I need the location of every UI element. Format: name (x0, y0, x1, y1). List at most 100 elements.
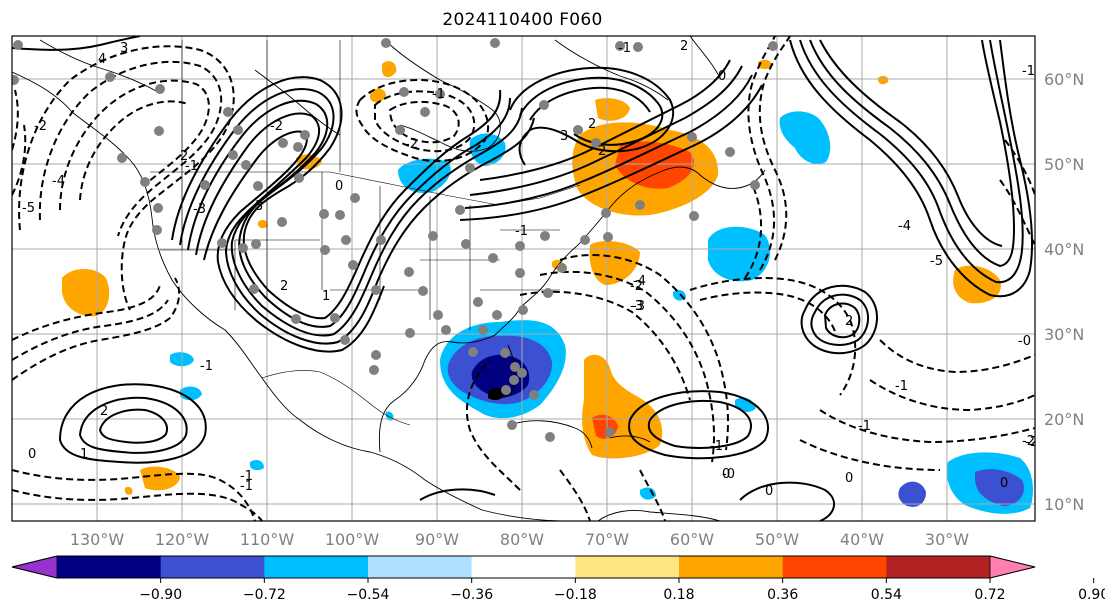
colorbar-tick-label: −0.54 (347, 587, 390, 603)
colorbar-frame (11, 555, 1036, 579)
contour-label: 2 (588, 117, 596, 132)
positive-contours (12, 36, 1033, 521)
contour-label: 1 (80, 447, 88, 462)
station-dots (12, 38, 778, 442)
lat-label: 50°N (1044, 155, 1084, 174)
lon-label: 130°W (70, 530, 125, 549)
lon-label: 30°W (925, 530, 969, 549)
lat-label: 10°N (1044, 495, 1084, 514)
colorbar-tick-label: 0.36 (767, 587, 798, 603)
contour-label: -0 (1018, 334, 1031, 349)
contour-label: 2 (680, 39, 688, 54)
map-frame (11, 35, 1036, 522)
colorbar-bin-neg-018-to-pos-018 (471, 556, 576, 578)
contour-label: -4 (898, 219, 911, 234)
coastlines (12, 36, 766, 521)
contour-label: 2 (180, 149, 188, 164)
colorbar-tick-label: 0.90 (1078, 587, 1105, 603)
contour-label: -1 (710, 439, 723, 454)
colorbar-tick-label: −0.18 (554, 587, 597, 603)
contour-label: 2 (845, 314, 853, 329)
contour-label: -1 (858, 419, 871, 434)
lon-label: 40°W (840, 530, 884, 549)
contour-label: -2 (405, 137, 418, 152)
page-title: 2024110400 F060 (442, 10, 603, 30)
lon-label: 90°W (415, 530, 459, 549)
contour-label: -5 (22, 201, 35, 216)
colorbar-bin-pos-018-to-pos-036 (575, 556, 680, 578)
contour-label: -3 (193, 202, 206, 217)
contour-label: -2 (34, 119, 47, 134)
political-borders (150, 40, 581, 426)
colorbar-bin-above-pos-090 (989, 555, 1036, 579)
lon-label: 100°W (325, 530, 380, 549)
contour-label: 0 (1000, 476, 1008, 491)
contour-label: 0 (722, 467, 730, 482)
contour-label: -1 (240, 469, 253, 484)
contour-label: 0 (28, 447, 36, 462)
latitude-labels: 10°N 20°N 30°N 40°N 50°N 60°N (1044, 70, 1084, 514)
lon-label: 70°W (585, 530, 629, 549)
lat-label: 60°N (1044, 70, 1084, 89)
colorbar-tick-label: −0.90 (139, 587, 182, 603)
contour-label: 2 (280, 279, 288, 294)
contour-label: 3 (560, 129, 568, 144)
contour-label: -1 (200, 359, 213, 374)
contour-label: 2 (100, 404, 108, 419)
contour-label: -0 (722, 467, 735, 482)
lon-label: 110°W (240, 530, 295, 549)
contour-label: -1 (515, 224, 528, 239)
contour-label: -2 (270, 119, 283, 134)
colorbar-tick-label: 0.72 (974, 587, 1005, 603)
contour-label: -4 (52, 174, 65, 189)
contour-label: -1 (895, 379, 908, 394)
negative-contours (12, 36, 1035, 521)
contour-label: -2 (1022, 434, 1035, 449)
colorbar-bin-pos-036-to-pos-054 (679, 556, 784, 578)
lat-label: 30°N (1044, 325, 1084, 344)
colorbar-tick-label: −0.36 (450, 587, 493, 603)
colorbar-bin-neg-072-to-neg-054 (160, 556, 265, 578)
lon-label: 60°W (670, 530, 714, 549)
contour-labels: 4 3 2 3 -2 2 0 -2 -1 2 2 -1 2 0 1 -1 -3 … (22, 39, 1038, 499)
contour-label: -4 (633, 274, 646, 289)
contour-label: 0 (765, 484, 773, 499)
contour-label: 3 (255, 199, 263, 214)
colorbar-tick-label: 0.18 (663, 587, 694, 603)
contour-label: 2 (598, 144, 606, 159)
map-content: 4 3 2 3 -2 2 0 -2 -1 2 2 -1 2 0 1 -1 -3 … (12, 36, 1038, 521)
colorbar-bin-neg-054-to-neg-036 (264, 556, 369, 578)
lat-label: 20°N (1044, 410, 1084, 429)
colorbar-tick-label: −0.72 (243, 587, 286, 603)
colorbar-bins (11, 555, 1036, 579)
colorbar-bin-below-neg-090 (11, 555, 58, 579)
contour-label: 4 (98, 52, 106, 67)
contour-label: -3 (630, 299, 643, 314)
colorbar: −0.90 −0.72 −0.54 −0.36 −0.18 0.18 0.36 0.54 0.7… (11, 555, 1105, 603)
contour-label: 1 (322, 289, 330, 304)
contour-label: -2 (1025, 435, 1038, 450)
contour-label: -1 (185, 159, 198, 174)
contour-label: 0 (845, 471, 853, 486)
lat-label: 40°N (1044, 240, 1084, 259)
lon-label: 120°W (155, 530, 210, 549)
colorbar-bin-pos-054-to-pos-072 (782, 556, 887, 578)
colorbar-ticks: −0.90 −0.72 −0.54 −0.36 −0.18 0.18 0.36 0.54 0.7… (139, 578, 1105, 603)
contour-label: -1 (618, 41, 631, 56)
colorbar-bin-neg-036-to-neg-018 (368, 556, 473, 578)
contour-label: 0 (335, 179, 343, 194)
longitude-labels: 130°W 120°W 110°W 100°W 90°W 80°W 70°W 6… (70, 530, 969, 549)
contour-label: 0 (718, 69, 726, 84)
colorbar-bin-neg-090-to-neg-072 (57, 556, 162, 578)
contour-label: -5 (930, 254, 943, 269)
lon-label: 50°W (755, 530, 799, 549)
lon-label: 80°W (500, 530, 544, 549)
colorbar-bin-pos-072-to-pos-090 (886, 556, 991, 578)
contour-label: 3 (120, 41, 128, 56)
contour-label: -1 (1022, 64, 1035, 79)
contour-label: -2 (630, 279, 643, 294)
contour-label: -3 (632, 299, 645, 314)
contour-label: -1 (240, 479, 253, 494)
colorbar-tick-label: 0.54 (871, 587, 902, 603)
